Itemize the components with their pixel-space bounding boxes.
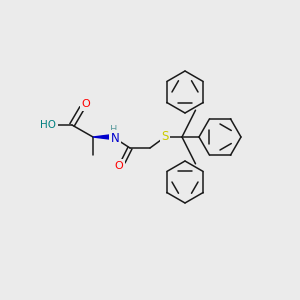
Text: S: S <box>161 130 169 142</box>
Text: H: H <box>110 125 118 135</box>
Text: O: O <box>82 99 90 109</box>
Text: HO: HO <box>40 120 56 130</box>
Text: O: O <box>115 161 123 171</box>
Polygon shape <box>93 134 113 140</box>
Text: N: N <box>111 131 119 145</box>
